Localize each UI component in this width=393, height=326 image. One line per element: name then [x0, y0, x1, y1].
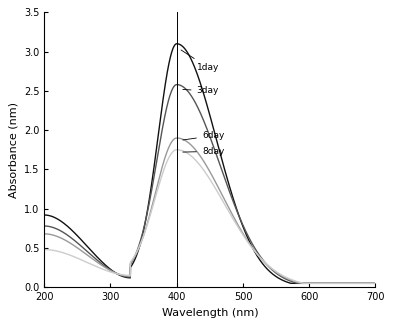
Text: 1day: 1day: [181, 50, 219, 72]
Text: 6day: 6day: [183, 131, 224, 140]
X-axis label: Wavelength (nm): Wavelength (nm): [162, 308, 258, 318]
Text: 8day: 8day: [183, 147, 224, 156]
Y-axis label: Absorbance (nm): Absorbance (nm): [8, 102, 18, 198]
Text: 3day: 3day: [183, 86, 219, 96]
